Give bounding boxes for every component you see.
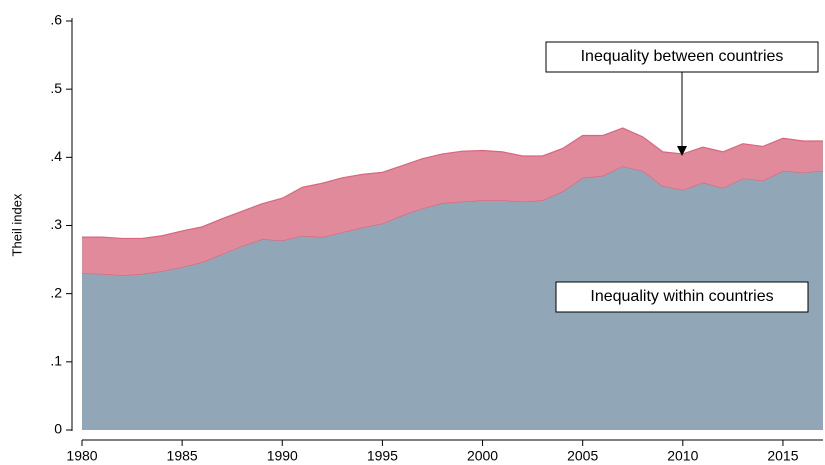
annotation-box	[555, 281, 809, 313]
area-edge	[82, 127, 823, 240]
area	[82, 166, 823, 430]
annotation: Inequality within countries	[590, 288, 773, 305]
arrow-head	[677, 146, 687, 156]
x-tick-label: 2000	[467, 448, 498, 464]
y-tick-label: .4	[50, 148, 62, 164]
x-tick-label: 1995	[367, 448, 398, 464]
y-tick-label: .1	[50, 353, 62, 369]
x-tick-label: 2015	[767, 448, 798, 464]
x-tick-label: 1990	[267, 448, 298, 464]
area	[82, 128, 823, 276]
x-tick-label: 2005	[567, 448, 598, 464]
y-axis-label: Theil index	[9, 193, 24, 256]
annotation: Inequality between countries	[581, 48, 784, 65]
y-tick-label: .3	[50, 216, 62, 232]
x-tick-label: 1985	[167, 448, 198, 464]
y-tick-label: .5	[50, 80, 62, 96]
x-tick-label: 2010	[667, 448, 698, 464]
y-tick-label: 0	[54, 421, 62, 437]
x-tick-label: 1980	[66, 448, 97, 464]
plot-area	[81, 127, 824, 430]
y-tick-label: .6	[50, 12, 62, 28]
annotation-box	[545, 41, 819, 73]
y-tick-label: .2	[50, 284, 62, 300]
